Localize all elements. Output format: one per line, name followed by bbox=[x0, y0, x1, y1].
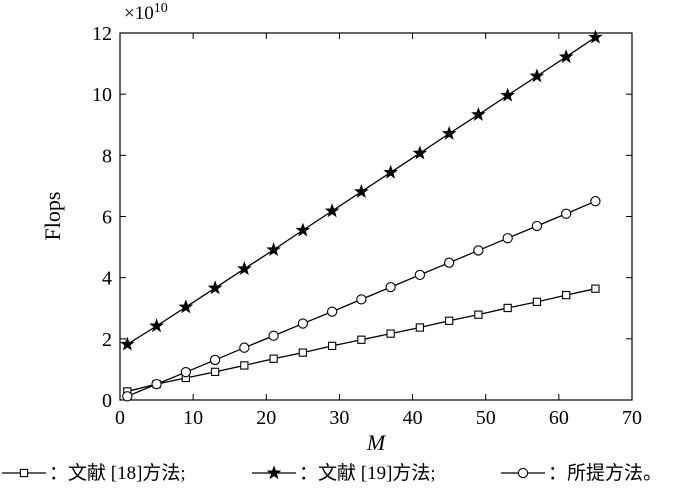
data-point bbox=[210, 367, 220, 377]
data-point bbox=[209, 354, 221, 366]
data-point bbox=[149, 318, 164, 333]
legend-marker bbox=[517, 467, 529, 479]
data-point bbox=[558, 49, 574, 64]
x-tick-label: 0 bbox=[115, 407, 125, 429]
data-point bbox=[473, 245, 484, 256]
axis-ticks: 0 10 20 30 40 50 60 70 0 2 4 6 8 10 12 bbox=[92, 23, 642, 429]
data-point bbox=[120, 336, 135, 351]
legend-label: ：文献 [19]方法; bbox=[299, 462, 436, 484]
data-point bbox=[385, 281, 396, 293]
data-point bbox=[383, 164, 398, 179]
x-tick-label: 50 bbox=[476, 407, 496, 429]
data-point bbox=[471, 106, 486, 121]
data-point bbox=[474, 310, 483, 319]
y-tick-label: 12 bbox=[92, 23, 112, 45]
data-point bbox=[357, 335, 366, 344]
data-point bbox=[562, 290, 571, 300]
legend-item: ：文献 [18]方法; bbox=[2, 462, 186, 484]
data-point bbox=[324, 203, 340, 218]
y-tick-label: 2 bbox=[102, 329, 112, 351]
data-point bbox=[269, 354, 278, 363]
data-point bbox=[561, 208, 572, 219]
data-point bbox=[502, 233, 513, 244]
data-point bbox=[180, 367, 191, 378]
y-tick-label: 4 bbox=[102, 268, 112, 290]
y-axis-multiplier-exponent: 10 bbox=[154, 1, 168, 16]
x-tick-label: 10 bbox=[183, 407, 203, 429]
data-point bbox=[588, 29, 603, 44]
data-point bbox=[151, 378, 162, 390]
x-tick-label: 70 bbox=[622, 407, 642, 429]
legend: ：文献 [18]方法; ：文献 [19]方法; ：所提方法。 bbox=[2, 462, 662, 484]
legend-marker bbox=[266, 465, 282, 480]
data-point bbox=[531, 220, 543, 232]
x-tick-label: 60 bbox=[549, 407, 569, 429]
data-point bbox=[178, 299, 194, 314]
x-tick-label: 20 bbox=[256, 407, 276, 429]
data-point bbox=[239, 342, 250, 353]
data-point bbox=[266, 242, 281, 257]
data-point bbox=[356, 294, 367, 305]
series-star bbox=[120, 29, 603, 351]
data-point bbox=[327, 341, 337, 351]
series-layer bbox=[120, 29, 603, 402]
data-point bbox=[297, 318, 309, 329]
data-point bbox=[444, 316, 454, 325]
data-point bbox=[326, 306, 338, 317]
legend-marker bbox=[19, 468, 29, 478]
data-point bbox=[412, 145, 428, 160]
y-tick-label: 10 bbox=[92, 84, 112, 106]
legend-item: ：所提方法。 bbox=[501, 462, 662, 484]
data-point bbox=[240, 361, 249, 370]
data-point bbox=[503, 303, 512, 313]
data-point bbox=[122, 391, 133, 402]
data-point bbox=[295, 222, 311, 237]
y-tick-label: 0 bbox=[102, 390, 112, 412]
x-tick-label: 30 bbox=[329, 407, 349, 429]
data-point bbox=[591, 284, 600, 293]
series-square bbox=[123, 284, 600, 396]
data-point bbox=[532, 297, 542, 306]
data-point bbox=[237, 261, 252, 276]
legend-label: ：所提方法。 bbox=[548, 462, 662, 484]
data-point bbox=[268, 330, 279, 341]
data-point bbox=[354, 184, 369, 198]
y-tick-label: 8 bbox=[102, 145, 112, 167]
data-point bbox=[386, 329, 395, 338]
x-axis-label: M bbox=[366, 430, 387, 455]
data-point bbox=[414, 269, 426, 281]
legend-item: ：文献 [19]方法; bbox=[252, 462, 436, 484]
data-point bbox=[443, 257, 455, 268]
data-point bbox=[298, 348, 308, 357]
y-axis-label: Flops bbox=[40, 192, 65, 241]
legend-label: ：文献 [18]方法; bbox=[49, 462, 186, 484]
data-point bbox=[590, 196, 601, 207]
data-point bbox=[529, 68, 545, 83]
y-axis-multiplier: ×1010 bbox=[124, 1, 168, 24]
data-point bbox=[415, 323, 425, 332]
data-point bbox=[500, 87, 515, 102]
y-tick-label: 6 bbox=[102, 207, 112, 229]
axes-frame bbox=[119, 32, 633, 401]
plot-area: 0 10 20 30 40 50 60 70 0 2 4 6 8 10 12 bbox=[92, 23, 642, 429]
data-point bbox=[207, 280, 223, 295]
data-point bbox=[441, 125, 457, 140]
series-circle bbox=[122, 196, 601, 402]
x-tick-label: 40 bbox=[403, 407, 423, 429]
